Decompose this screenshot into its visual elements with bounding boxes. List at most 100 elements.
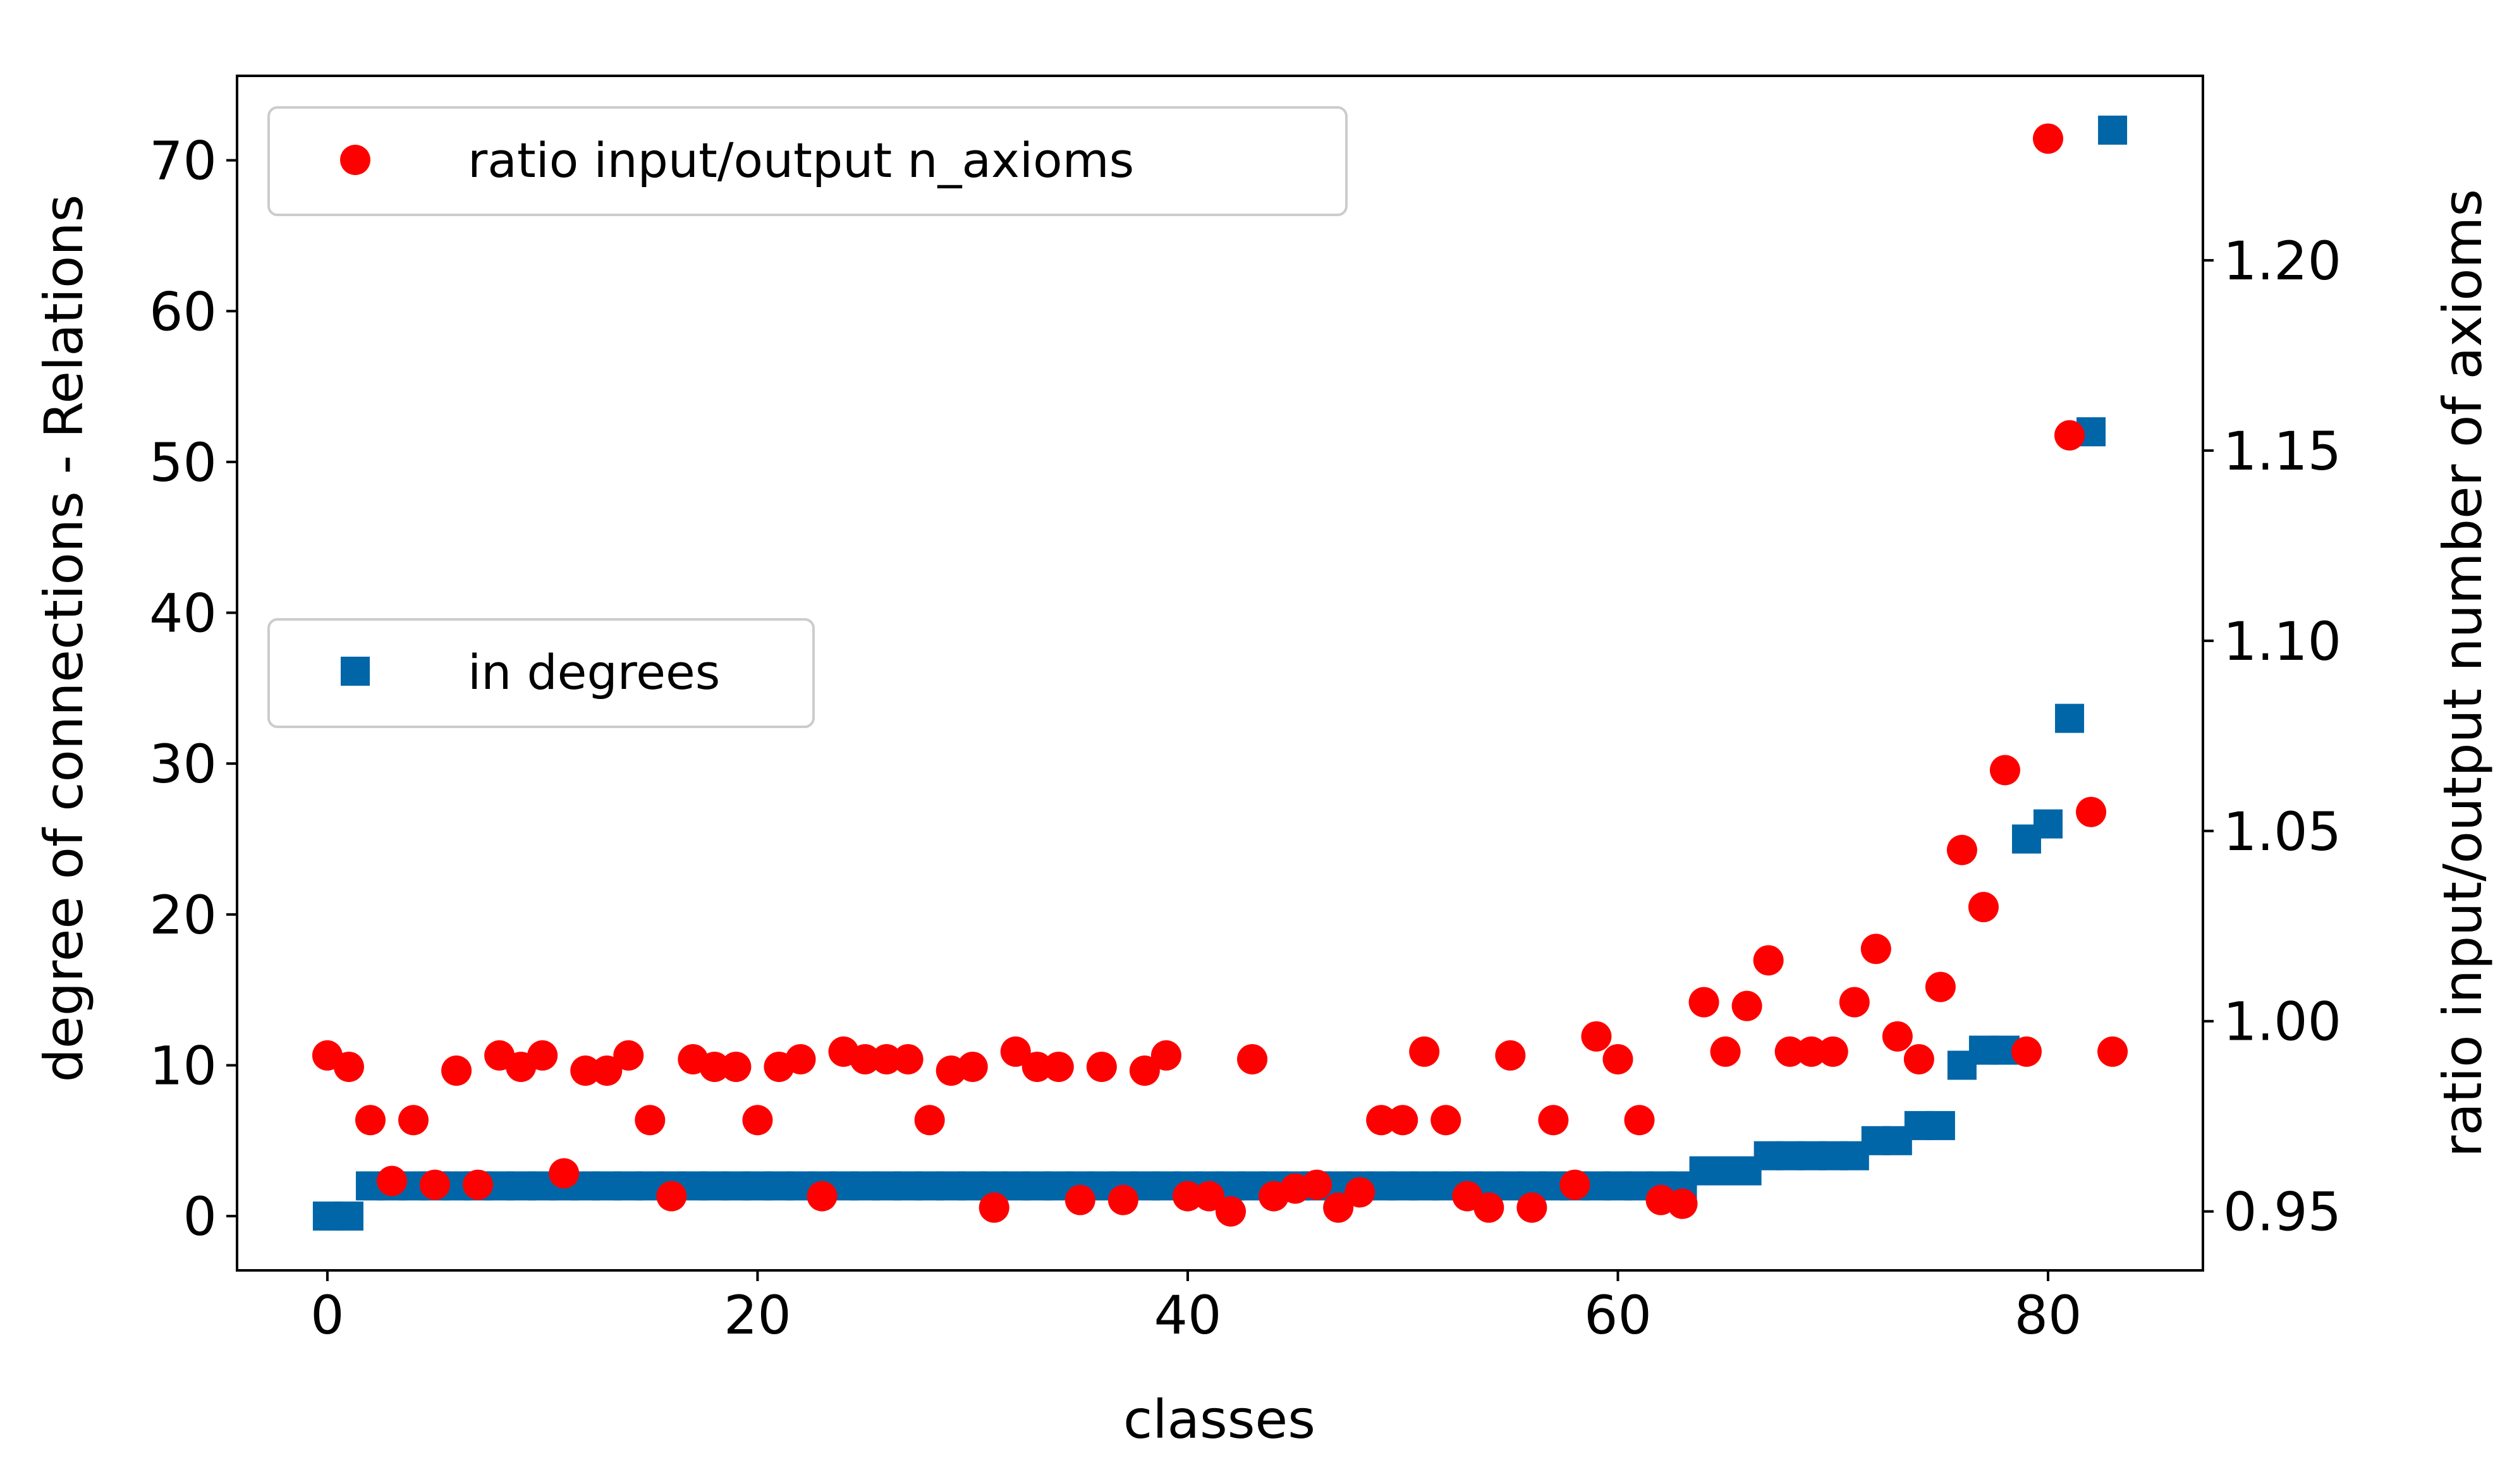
series-ratio: [312, 123, 2128, 1227]
ratio-point: [1516, 1192, 1547, 1223]
y-tick-label: 0: [183, 1186, 217, 1248]
ratio-point: [785, 1043, 816, 1074]
y-tick-label: 60: [149, 281, 217, 343]
ratio-point: [1366, 1105, 1397, 1136]
ratio-point: [1000, 1036, 1031, 1067]
y2-tick-label: 1.10: [2223, 611, 2341, 672]
legend-in-degrees-marker: [341, 657, 370, 686]
ratio-point: [2097, 1036, 2128, 1067]
ratio-point: [1172, 1181, 1203, 1212]
ratio-point: [893, 1043, 924, 1074]
ratio-point: [656, 1181, 687, 1212]
x-axis-title: classes: [1123, 1389, 1315, 1451]
ratio-point: [1150, 1040, 1181, 1071]
y-tick-label: 10: [149, 1035, 217, 1097]
ratio-point: [527, 1040, 558, 1071]
in-degree-point: [2055, 703, 2085, 733]
ratio-point: [850, 1043, 881, 1074]
ratio-point: [1323, 1192, 1354, 1223]
in-degree-point: [1925, 1110, 1955, 1140]
ratio-point: [957, 1051, 988, 1082]
ratio-point: [570, 1055, 601, 1086]
ratio-point: [1796, 1036, 1827, 1067]
ratio-point: [1860, 934, 1891, 964]
x-tick-label: 80: [2015, 1284, 2082, 1346]
x-tick-label: 60: [1584, 1284, 1652, 1346]
x-tick-label: 20: [724, 1284, 791, 1346]
ratio-point: [1387, 1105, 1418, 1136]
y-axis-title: degree of connections - Relations: [33, 195, 95, 1083]
ratio-point: [549, 1158, 580, 1189]
ratio-point: [2076, 796, 2107, 827]
in-degree-point: [2098, 115, 2128, 145]
plot-frame: [236, 75, 2204, 1272]
in-degree-point: [2034, 809, 2063, 839]
x-ticks: 0 20 40 60 80: [310, 1270, 2082, 1346]
y-tick-label: 40: [149, 583, 217, 645]
ratio-point: [1129, 1055, 1160, 1086]
ratio-point: [1731, 990, 1762, 1021]
ratio-point: [1989, 755, 2020, 786]
ratio-point: [1430, 1105, 1461, 1136]
ratio-point: [1086, 1051, 1117, 1082]
ratio-point: [1473, 1192, 1504, 1223]
legend-ratio-label: ratio input/output n_axioms: [468, 132, 1134, 188]
ratio-point: [635, 1105, 666, 1136]
ratio-point: [463, 1169, 494, 1200]
ratio-point: [979, 1192, 1009, 1223]
ratio-point: [1602, 1043, 1633, 1074]
ratio-point: [1774, 1036, 1805, 1067]
y2-tick-label: 1.00: [2223, 991, 2341, 1053]
y2-tick-label: 1.20: [2223, 230, 2341, 292]
y-ticks: 0 10 20 30 40 50 60 70: [149, 130, 237, 1248]
ratio-point: [2033, 123, 2064, 154]
y2-tick-label: 1.05: [2223, 801, 2341, 863]
ratio-point: [1753, 945, 1784, 976]
y2-axis-title: ratio input/output number of axioms: [2432, 189, 2494, 1157]
y-tick-label: 50: [149, 432, 217, 494]
ratio-point: [355, 1105, 386, 1136]
ratio-point: [2054, 420, 2085, 451]
ratio-point: [1817, 1036, 1848, 1067]
ratio-point: [1495, 1040, 1526, 1071]
ratio-point: [333, 1051, 364, 1082]
ratio-point: [1710, 1036, 1741, 1067]
y-tick-label: 70: [149, 130, 217, 192]
legend-ratio: ratio input/output n_axioms: [267, 106, 1348, 216]
ratio-point: [1946, 834, 1977, 865]
ratio-point: [1409, 1036, 1440, 1067]
legend-in-degrees-box: [267, 618, 815, 728]
ratio-point: [613, 1040, 644, 1071]
ratio-point: [807, 1181, 838, 1212]
ratio-point: [592, 1055, 623, 1086]
ratio-point: [1237, 1043, 1268, 1074]
ratio-point: [441, 1055, 472, 1086]
legend-in-degrees: in degrees: [267, 618, 815, 728]
ratio-point: [1624, 1105, 1655, 1136]
ratio-point: [914, 1105, 945, 1136]
in-degree-point: [334, 1201, 363, 1231]
ratio-point: [1345, 1177, 1375, 1208]
x-tick-label: 0: [310, 1284, 344, 1346]
ratio-point: [420, 1169, 451, 1200]
ratio-point: [1903, 1043, 1934, 1074]
ratio-point: [742, 1105, 773, 1136]
ratio-point: [1882, 1021, 1913, 1052]
ratio-point: [1064, 1184, 1095, 1215]
ratio-point: [1581, 1021, 1612, 1052]
ratio-point: [871, 1043, 902, 1074]
y2-ticks: 0.95 1.00 1.05 1.10 1.15 1.20: [2203, 230, 2341, 1243]
legend-ratio-marker: [340, 145, 370, 175]
ratio-point: [699, 1051, 730, 1082]
ratio-point: [1559, 1169, 1590, 1200]
y2-tick-label: 0.95: [2223, 1181, 2341, 1243]
ratio-point: [1667, 1188, 1698, 1219]
ratio-point: [376, 1165, 407, 1196]
ratio-point: [1302, 1169, 1332, 1200]
ratio-point: [1193, 1181, 1224, 1212]
ratio-point: [398, 1105, 429, 1136]
ratio-point: [1925, 971, 1956, 1002]
y-tick-label: 20: [149, 884, 217, 946]
ratio-point: [1538, 1105, 1569, 1136]
